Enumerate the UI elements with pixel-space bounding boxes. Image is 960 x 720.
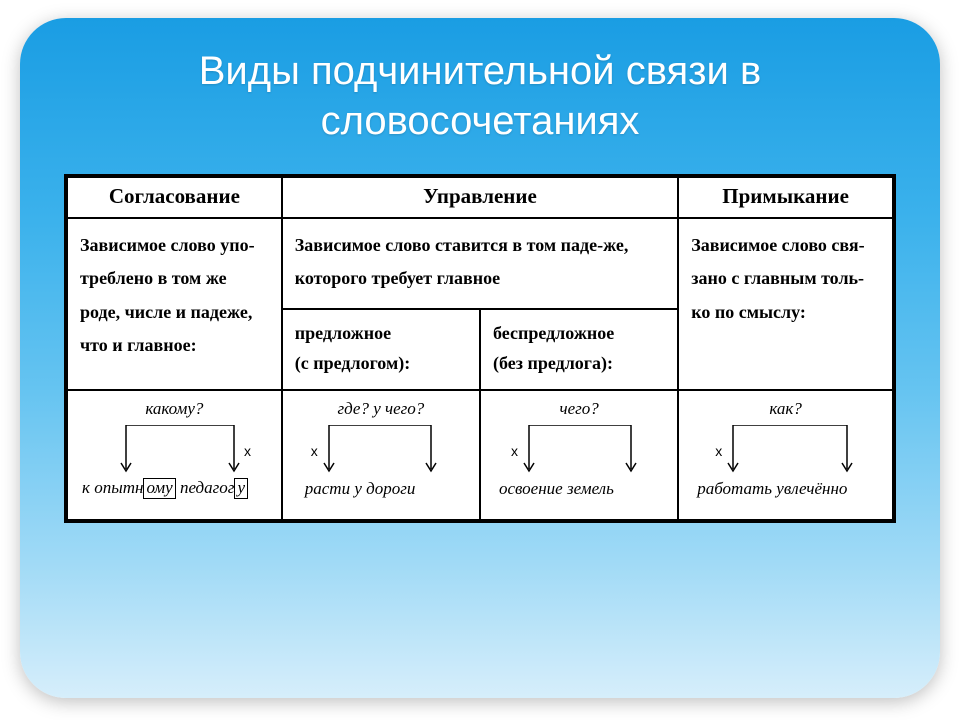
examples-row: какому? х к опытному педагогу	[67, 390, 893, 520]
x-marker: х	[244, 443, 251, 459]
table-header-row: Согласование Управление Примыкание	[67, 177, 893, 218]
ex-upl-diagram: х расти у дороги	[291, 425, 471, 503]
ex-sogl-question: какому?	[76, 399, 273, 419]
ex-upr-question: чего?	[489, 399, 669, 419]
x-marker: х	[511, 443, 518, 459]
ex-upravlenie-right: чего? х освоение земель	[480, 390, 678, 520]
slide-title: Виды подчинительной связи в словосочетан…	[20, 18, 940, 156]
ex-prim-question: как?	[687, 399, 884, 419]
ex-prim-phrase: работать увлечённо	[697, 479, 847, 499]
col-header-primykanie: Примыкание	[678, 177, 893, 218]
def-upravlenie: Зависимое слово ставится в том паде-же, …	[282, 218, 678, 309]
sub-predlozhnoe: предложное (с предлогом):	[282, 309, 480, 390]
arrow-icon	[291, 425, 481, 485]
def-primykanie: Зависимое слово свя-зано с главным толь-…	[678, 218, 893, 390]
ex-sogl-diagram: х к опытному педагогу	[76, 425, 273, 503]
ex-soglasovanie: какому? х к опытному педагогу	[67, 390, 282, 520]
sub-left-line2: (с предлогом):	[295, 353, 410, 373]
ex-upl-question: где? у чего?	[291, 399, 471, 419]
x-marker: х	[715, 443, 722, 459]
ex-upravlenie-left: где? у чего? х расти у дороги	[282, 390, 480, 520]
sub-bespredlozhnoe: беспредложное (без предлога):	[480, 309, 678, 390]
grammar-table: Согласование Управление Примыкание Завис…	[64, 174, 896, 523]
ex-upr-diagram: х освоение земель	[489, 425, 669, 503]
col-header-soglasovanie: Согласование	[67, 177, 282, 218]
ex-sogl-phrase: к опытному педагогу	[82, 478, 248, 499]
ex-prim-diagram: х работать увлечённо	[687, 425, 884, 503]
ex-primykanie: как? х работать увлечённо	[678, 390, 893, 520]
slide-card: Виды подчинительной связи в словосочетан…	[20, 18, 940, 698]
ex-upr-phrase: освоение земель	[499, 479, 614, 499]
x-marker: х	[311, 443, 318, 459]
arrow-icon	[76, 425, 286, 485]
ex-upl-phrase: расти у дороги	[305, 479, 416, 499]
sub-right-line1: беспредложное	[493, 323, 614, 343]
def-soglasovanie: Зависимое слово упо-треблено в том же ро…	[67, 218, 282, 390]
definition-row: Зависимое слово упо-треблено в том же ро…	[67, 218, 893, 309]
sub-left-line1: предложное	[295, 323, 391, 343]
sub-right-line2: (без предлога):	[493, 353, 613, 373]
col-header-upravlenie: Управление	[282, 177, 678, 218]
